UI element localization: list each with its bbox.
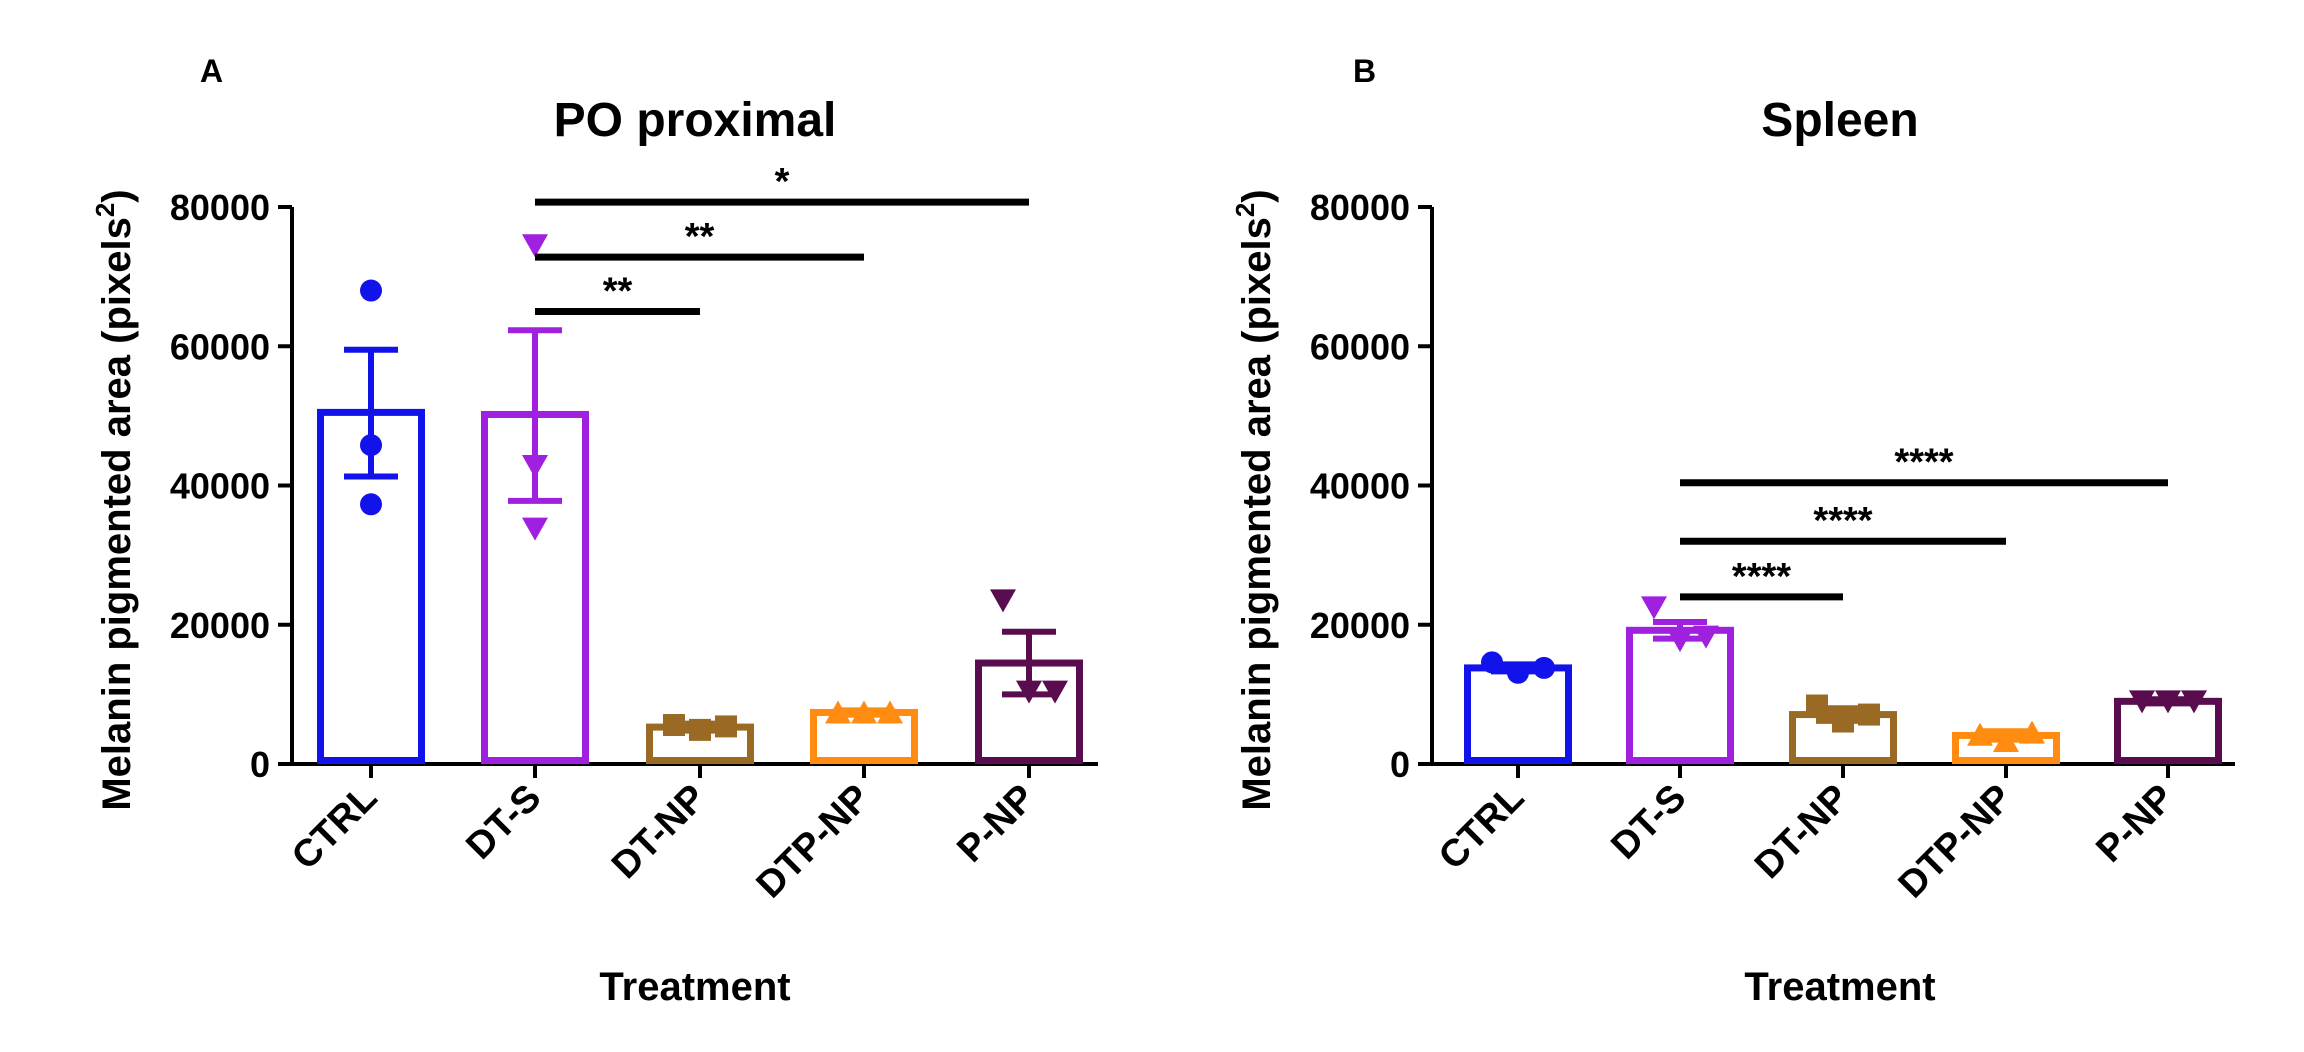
panel-b: B Spleen Melanin pigmented area (pixels2… [1230,53,2235,1009]
significance-label: * [775,161,790,203]
data-point-circle [360,493,382,516]
x-axis-title: Treatment [1744,965,1935,1009]
data-point-triangle-down [1641,596,1667,620]
y-tick-label: 60000 [1310,326,1410,367]
data-point-square [1806,694,1828,717]
data-point-triangle-down [1016,680,1042,704]
data-point-triangle-down [2129,690,2155,714]
data-point-circle [360,279,382,302]
significance-label: **** [1813,500,1872,542]
significance-label: ** [603,270,633,312]
data-point-square [1858,703,1880,726]
category-label-dt-np: DT-NP [604,777,714,887]
y-axis-title-main: Melanin pigmented area (pixels [1235,217,1279,811]
data-point-circle [1481,651,1503,674]
y-tick-label: 0 [250,744,270,785]
y-tick-label: 60000 [170,326,270,367]
data-point-triangle-down [1693,625,1719,649]
y-axis-title-main: Melanin pigmented area (pixels [95,217,139,811]
data-point-triangle-down [990,589,1016,613]
y-tick-label: 20000 [170,605,270,646]
panel-letter: B [1353,53,1376,89]
chart-title: PO proximal [554,94,837,147]
y-axis-title: Melanin pigmented area (pixels2) [90,189,139,810]
data-point-triangle-up [1967,722,1993,746]
significance-label: **** [1894,442,1953,484]
data-point-triangle-up [851,700,877,724]
data-point-triangle-up [825,700,851,724]
y-tick-label: 80000 [170,187,270,228]
y-axis-title-close: ) [95,189,139,202]
data-point-circle [1533,656,1555,679]
data-point-triangle-down [522,517,548,541]
data-point-triangle-up [877,700,903,724]
data-point-triangle-down [1667,629,1693,653]
panel-letter: A [200,53,223,89]
data-point-triangle-down [522,455,548,479]
y-tick-label: 80000 [1310,187,1410,228]
y-axis-title-superscript: 2 [90,203,120,217]
y-tick-label: 40000 [170,466,270,507]
y-tick-label: 20000 [1310,605,1410,646]
data-point-circle [1507,661,1529,684]
y-axis-title: Melanin pigmented area (pixels2) [1230,189,1279,810]
data-point-circle [360,434,382,457]
data-point-triangle-down [522,234,548,258]
category-label-dt-s: DT-S [458,777,549,868]
data-point-triangle-up [1993,729,2019,753]
category-label-dt-s: DT-S [1603,777,1694,868]
y-axis-title-close: ) [1235,189,1279,202]
data-point-square [715,715,737,738]
data-point-triangle-down [2155,690,2181,714]
category-label-ctrl: CTRL [1431,777,1532,878]
significance-label: **** [1732,556,1791,598]
y-axis-title-superscript: 2 [1230,203,1260,217]
data-point-square [663,714,685,737]
significance-label: ** [685,216,715,258]
x-axis-title: Treatment [599,965,790,1009]
category-label-p-np: P-NP [2088,777,2182,871]
category-label-dtp-np: DTP-NP [1891,777,2021,907]
data-point-square [1832,710,1854,733]
data-point-triangle-down [1042,680,1068,704]
y-tick-label: 0 [1390,744,1410,785]
category-label-dt-np: DT-NP [1747,777,1857,887]
chart-title: Spleen [1761,94,1918,147]
y-tick-label: 40000 [1310,466,1410,507]
category-label-ctrl: CTRL [284,777,385,878]
plot-area: 0 20000 40000 60000 80000 CTRL DT-S DT-NP DTP-NP… [170,161,1098,906]
data-point-triangle-down [2181,690,2207,714]
data-point-triangle-up [2019,720,2045,744]
data-point-square [689,718,711,741]
plot-area: 0 20000 40000 60000 80000 CTRL DT-S DT-NP DTP-NP… [1310,187,2235,906]
category-label-p-np: P-NP [949,777,1043,871]
category-label-dtp-np: DTP-NP [749,777,879,907]
panel-a: A PO proximal Melanin pigmented area (pi… [90,53,1098,1009]
